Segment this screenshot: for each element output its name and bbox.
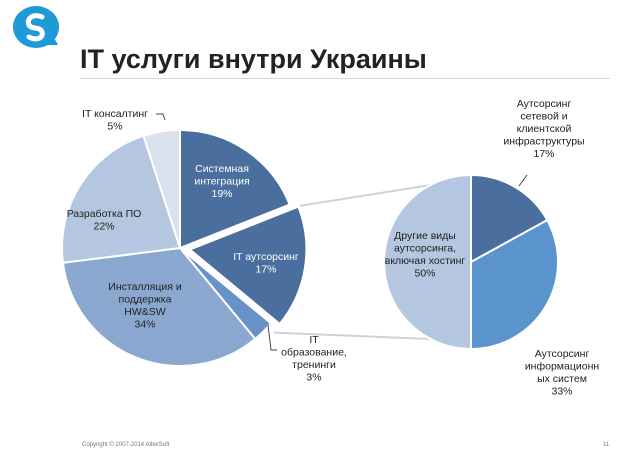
breakdown-slice-другие-виды-аутсорсинга-включая-хостинг xyxy=(383,173,472,351)
breakdown-slice-аутсорсинг-информационных-систем xyxy=(470,218,559,351)
altexsoft-logo xyxy=(13,6,59,48)
pie-slice-инсталляция-и-поддержка-hw-sw xyxy=(61,246,257,367)
page-title: IT услуги внутри Украины xyxy=(80,44,427,74)
data-label-системная-интеграция: Системная интеграция 19% xyxy=(194,163,249,200)
copyright: Copyright © 2007-2014 AltexSoft xyxy=(82,442,170,448)
breakdown-label-аутсорсинг-сетевой-и-клиентской-инфраструктуры: Аутсорсинг сетевой и клиентской инфраструкт… xyxy=(503,98,584,160)
data-labels: Системная интеграция 19% IT аутсорсинг 17% IT… xyxy=(67,98,600,398)
pie-slice-разработка-по xyxy=(61,134,182,264)
breakdown-label-аутсорсинг-информационных-систем: Аутсорсинг информационн ых систем 33% xyxy=(525,348,600,398)
data-label-разработка-по: Разработка ПО 22% xyxy=(67,208,142,233)
connector-line-bottom xyxy=(273,331,432,340)
data-label-it-консалтинг: IT консалтинг 5% xyxy=(82,108,148,133)
data-label-it-аутсорсинг: IT аутсорсинг 17% xyxy=(233,251,299,276)
exploded-slice-outline xyxy=(185,204,309,327)
breakdown-slice-аутсорсинг-сетевой-и-клиентской-инфраструктуры xyxy=(470,173,549,264)
breakdown-label-другие-виды-аутсорсинга-включая-хостинг: Другие виды аутсорсинга, включая хостинг 50… xyxy=(385,230,466,280)
title-divider xyxy=(80,78,610,79)
page-number: 11 xyxy=(603,442,610,448)
data-label-it-образование-тренинги: IT образование, тренинги 3% xyxy=(281,334,347,384)
leader-lines xyxy=(156,113,528,351)
explode-connectors xyxy=(273,184,432,340)
data-label-инсталляция-и-поддержка-hw-sw: Инсталляция и поддержка HW&SW 34% xyxy=(108,281,182,331)
main-pie xyxy=(61,128,309,367)
breakdown-pie xyxy=(383,173,559,351)
leader-line-infrastructure xyxy=(518,174,528,187)
pie-slice-it-консалтинг xyxy=(142,128,181,249)
pie-slice-системная-интеграция xyxy=(179,128,292,250)
connector-line-top xyxy=(298,184,432,207)
leader-line-consulting xyxy=(156,113,166,121)
leader-line-education xyxy=(267,324,277,351)
